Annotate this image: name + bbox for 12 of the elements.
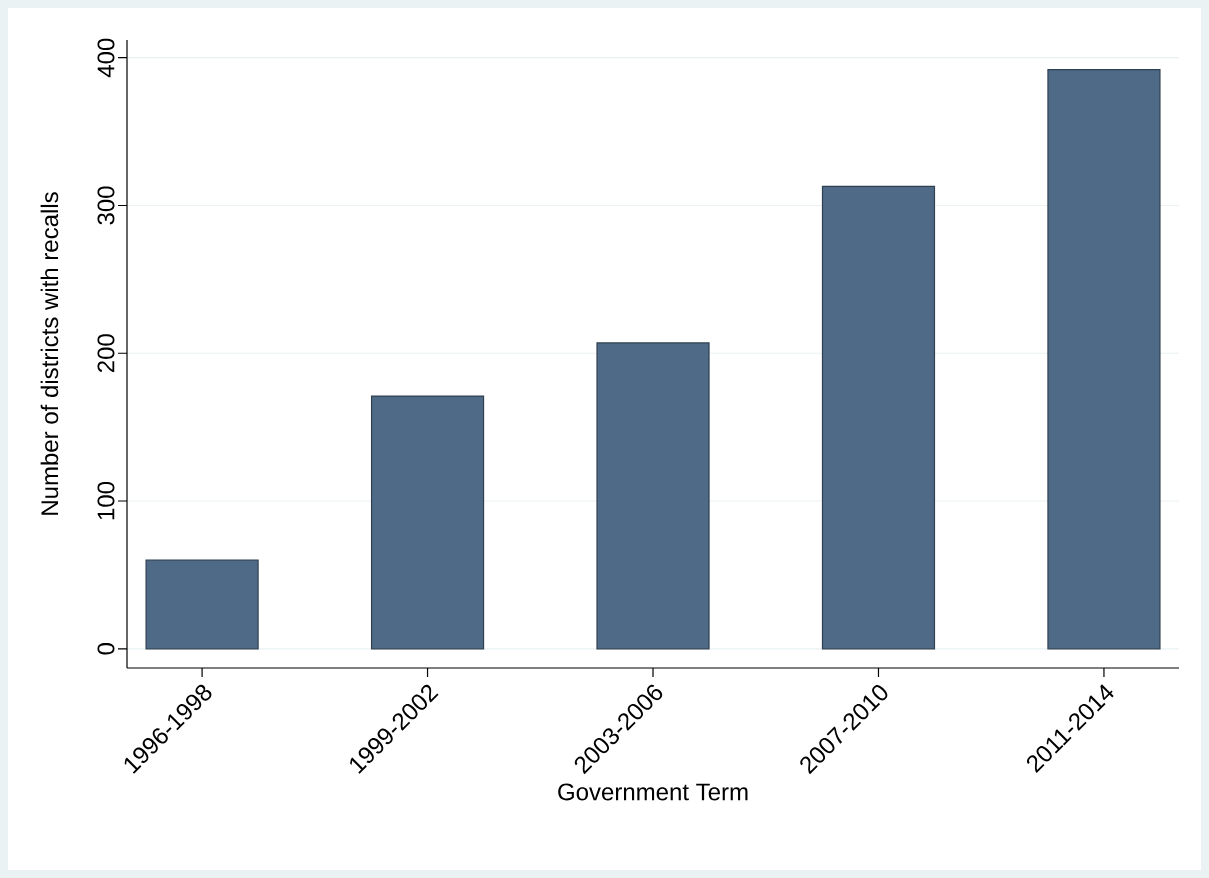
x-axis-title: Government Term bbox=[558, 783, 748, 801]
bar bbox=[145, 559, 259, 650]
bar bbox=[1047, 68, 1161, 650]
y-tick-label: 100 bbox=[97, 481, 115, 520]
bar bbox=[596, 342, 710, 650]
y-tick-label: 0 bbox=[97, 643, 115, 655]
bar bbox=[370, 395, 485, 650]
y-tick-label: 300 bbox=[97, 186, 115, 225]
y-axis-title: Number of districts with recalls bbox=[40, 192, 59, 515]
y-tick-label: 400 bbox=[97, 38, 115, 78]
bar bbox=[821, 185, 936, 650]
y-tick-label: 200 bbox=[97, 334, 115, 373]
